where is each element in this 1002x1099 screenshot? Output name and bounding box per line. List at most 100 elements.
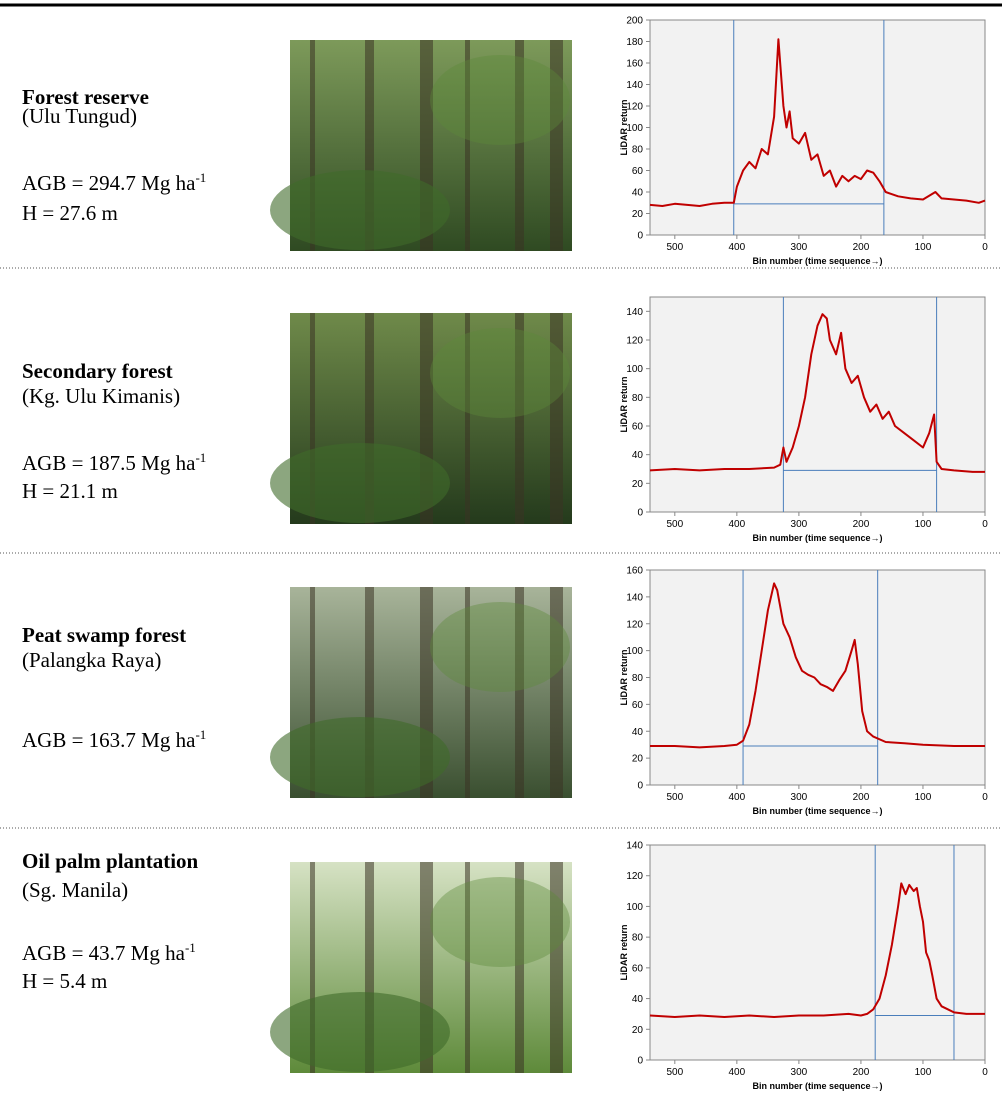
agb-superscript: -1 xyxy=(195,450,206,465)
figure: Forest reserve(Ulu Tungud)AGB = 294.7 Mg… xyxy=(0,0,1002,1099)
panel-location: (Palangka Raya) xyxy=(22,648,161,672)
x-tick-label: 0 xyxy=(982,1067,988,1078)
x-tick-label: 300 xyxy=(791,242,808,253)
photo xyxy=(270,587,572,798)
y-tick-label: 180 xyxy=(626,37,643,48)
photo-foliage xyxy=(270,992,450,1072)
panel-title: Secondary forest xyxy=(22,359,173,383)
x-tick-label: 400 xyxy=(729,242,746,253)
x-tick-label: 0 xyxy=(982,519,988,530)
x-tick-label: 400 xyxy=(729,519,746,530)
agb-superscript: -1 xyxy=(195,170,206,185)
photo-foliage xyxy=(430,602,570,692)
x-tick-label: 300 xyxy=(791,1067,808,1078)
panel-location: (Ulu Tungud) xyxy=(22,104,137,128)
y-tick-label: 140 xyxy=(626,841,643,852)
y-tick-label: 160 xyxy=(626,566,643,577)
y-tick-label: 60 xyxy=(632,422,644,433)
y-tick-label: 140 xyxy=(626,592,643,603)
photo-foliage xyxy=(270,443,450,523)
y-axis-label: LiDAR return xyxy=(619,925,629,981)
y-tick-label: 40 xyxy=(632,727,644,738)
x-tick-label: 200 xyxy=(853,242,870,253)
x-tick-label: 500 xyxy=(666,519,683,530)
plot-area xyxy=(650,845,985,1060)
panel-agb: AGB = 294.7 Mg ha-1 xyxy=(22,170,206,195)
x-tick-label: 100 xyxy=(915,242,932,253)
panel-height: H = 27.6 m xyxy=(22,201,118,225)
y-tick-label: 120 xyxy=(626,871,643,882)
agb-superscript: -1 xyxy=(185,940,196,955)
photo xyxy=(270,313,572,524)
x-tick-label: 200 xyxy=(853,1067,870,1078)
x-tick-label: 400 xyxy=(729,1067,746,1078)
x-tick-label: 500 xyxy=(666,792,683,803)
x-tick-label: 0 xyxy=(982,242,988,253)
plot-area xyxy=(650,20,985,235)
panel-agb: AGB = 163.7 Mg ha-1 xyxy=(22,727,206,752)
x-axis-label: Bin number (time sequence→) xyxy=(752,256,882,266)
y-tick-label: 60 xyxy=(632,963,644,974)
photo-foliage xyxy=(270,717,450,797)
panel-agb: AGB = 187.5 Mg ha-1 xyxy=(22,450,206,475)
panel-location: (Sg. Manila) xyxy=(22,878,128,902)
agb-text: AGB = 294.7 Mg ha xyxy=(22,171,196,195)
y-tick-label: 40 xyxy=(632,188,644,199)
agb-text: AGB = 187.5 Mg ha xyxy=(22,451,196,475)
panel-height: H = 21.1 m xyxy=(22,479,118,503)
photo xyxy=(270,862,572,1073)
y-axis-label: LiDAR return xyxy=(619,650,629,706)
y-tick-label: 120 xyxy=(626,619,643,630)
photo-foliage xyxy=(430,55,570,145)
y-axis-label: LiDAR return xyxy=(619,377,629,433)
agb-superscript: -1 xyxy=(195,727,206,742)
y-tick-label: 160 xyxy=(626,59,643,70)
y-tick-label: 20 xyxy=(632,479,644,490)
y-tick-label: 80 xyxy=(632,933,644,944)
agb-text: AGB = 163.7 Mg ha xyxy=(22,728,196,752)
y-tick-label: 140 xyxy=(626,307,643,318)
x-tick-label: 200 xyxy=(853,519,870,530)
x-tick-label: 500 xyxy=(666,242,683,253)
y-tick-label: 60 xyxy=(632,166,644,177)
photo-foliage xyxy=(430,328,570,418)
y-tick-label: 100 xyxy=(626,364,643,375)
y-tick-label: 20 xyxy=(632,209,644,220)
y-tick-label: 200 xyxy=(626,16,643,27)
x-tick-label: 400 xyxy=(729,792,746,803)
y-tick-label: 0 xyxy=(637,1056,643,1067)
y-tick-label: 0 xyxy=(637,781,643,792)
x-axis-label: Bin number (time sequence→) xyxy=(752,1081,882,1091)
y-tick-label: 20 xyxy=(632,754,644,765)
y-tick-label: 80 xyxy=(632,673,644,684)
photo-foliage xyxy=(270,170,450,250)
x-tick-label: 200 xyxy=(853,792,870,803)
y-tick-label: 140 xyxy=(626,80,643,91)
y-tick-label: 80 xyxy=(632,145,644,156)
panel-location: (Kg. Ulu Kimanis) xyxy=(22,384,180,408)
y-tick-label: 0 xyxy=(637,508,643,519)
panel-agb: AGB = 43.7 Mg ha-1 xyxy=(22,940,196,965)
plot-area xyxy=(650,570,985,785)
x-tick-label: 100 xyxy=(915,519,932,530)
x-axis-label: Bin number (time sequence→) xyxy=(752,806,882,816)
photo xyxy=(270,40,572,251)
panel-title: Oil palm plantation xyxy=(22,849,199,873)
x-axis-label: Bin number (time sequence→) xyxy=(752,533,882,543)
y-tick-label: 40 xyxy=(632,450,644,461)
panel-title: Peat swamp forest xyxy=(22,623,186,647)
x-tick-label: 300 xyxy=(791,792,808,803)
panel-height: H = 5.4 m xyxy=(22,969,107,993)
agb-text: AGB = 43.7 Mg ha xyxy=(22,941,186,965)
y-tick-label: 60 xyxy=(632,700,644,711)
y-tick-label: 0 xyxy=(637,231,643,242)
y-tick-label: 20 xyxy=(632,1025,644,1036)
x-tick-label: 100 xyxy=(915,1067,932,1078)
y-axis-label: LiDAR return xyxy=(619,100,629,156)
y-tick-label: 80 xyxy=(632,393,644,404)
y-tick-label: 100 xyxy=(626,902,643,913)
y-tick-label: 120 xyxy=(626,336,643,347)
x-tick-label: 100 xyxy=(915,792,932,803)
x-tick-label: 0 xyxy=(982,792,988,803)
x-tick-label: 300 xyxy=(791,519,808,530)
